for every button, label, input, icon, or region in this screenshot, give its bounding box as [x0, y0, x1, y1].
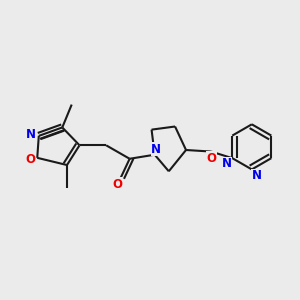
Text: O: O — [25, 153, 35, 166]
Text: O: O — [112, 178, 122, 191]
Text: N: N — [222, 157, 232, 170]
Text: N: N — [26, 128, 36, 141]
Text: N: N — [251, 169, 262, 182]
Text: O: O — [207, 152, 217, 165]
Text: N: N — [151, 142, 161, 156]
